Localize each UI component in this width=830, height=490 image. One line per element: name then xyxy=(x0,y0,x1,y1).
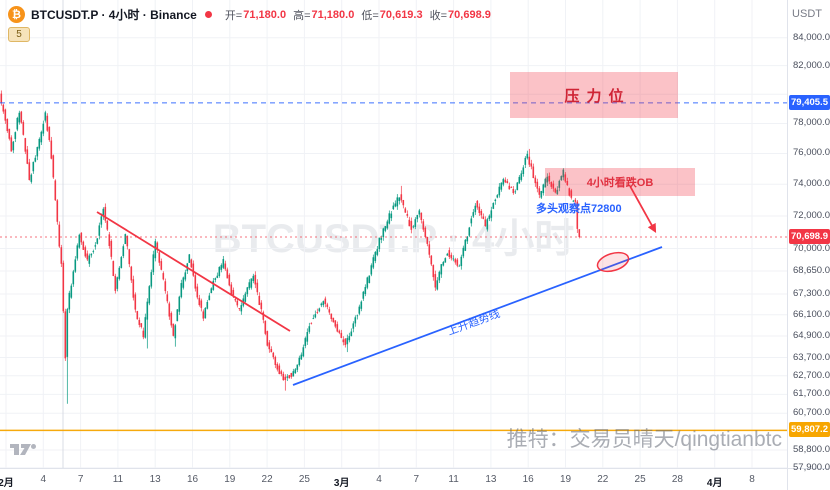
price-tick-label: 66,100.0 xyxy=(793,308,830,320)
ohlc-field-label: 低= xyxy=(361,9,379,22)
currency-button[interactable]: USDT xyxy=(792,8,822,20)
time-tick-label: 25 xyxy=(634,474,646,485)
price-tick-label: 58,800.0 xyxy=(793,444,830,456)
price-tick-label: 62,700.0 xyxy=(793,369,830,381)
time-tick-label: 19 xyxy=(559,474,572,485)
ohlc-field-value: 70,698.9 xyxy=(448,8,491,21)
price-tick-label: 72,000.0 xyxy=(793,209,830,221)
resistance-zone-label: 压力位 xyxy=(564,87,631,105)
time-tick-label: 28 xyxy=(671,474,683,485)
time-tick-label: 7 xyxy=(77,474,84,485)
time-tick-label: 7 xyxy=(413,474,420,485)
support-price-badge[interactable]: 59,807.2 xyxy=(789,422,830,438)
bull-watch-label: 多头观察点72800 xyxy=(536,203,622,215)
time-tick-label: 16 xyxy=(186,474,199,485)
price-tick-label: 82,000.0 xyxy=(793,59,830,71)
candlestick-series xyxy=(0,90,581,404)
chart-pane[interactable] xyxy=(0,0,787,468)
time-tick-label: 22 xyxy=(597,474,609,485)
credit-watermark: 推特：交易员晴天/qingtianbtc xyxy=(506,428,782,451)
time-tick-label: 2月 xyxy=(0,478,14,489)
descending-trendline[interactable] xyxy=(96,211,291,332)
time-axis[interactable]: 2月 4 7 11 13 16 19 22 25 3月 4 7 11 13 16 19 22 25 28 4月 8 xyxy=(0,468,830,490)
price-tick-label: 70,000.0 xyxy=(793,242,830,254)
ohlc-field-label: 收= xyxy=(429,9,448,22)
ohlc-field-value: 71,180.0 xyxy=(243,8,287,21)
time-tick-label: 4 xyxy=(376,474,382,485)
tradingview-logo[interactable] xyxy=(8,441,38,458)
price-tick-label: 84,000.0 xyxy=(793,31,830,43)
price-tick-label: 60,700.0 xyxy=(793,407,830,419)
ohlc-field-value: 71,180.0 xyxy=(311,8,355,21)
time-tick-label: 3月 xyxy=(333,478,350,489)
bearish-ob-box[interactable]: 4小时看跌OB xyxy=(545,168,695,196)
price-tick-label: 64,900.0 xyxy=(793,329,830,341)
down-arrow[interactable] xyxy=(629,185,657,233)
alert-price-badge[interactable]: 79,405.5 xyxy=(789,94,830,110)
market-status-dot xyxy=(204,11,212,18)
ohlc-field-value: 70,619.3 xyxy=(379,8,423,21)
bitcoin-icon: ₿ xyxy=(8,6,25,23)
symbol-title[interactable]: BTCUSDT.P · 4小时 · Binance xyxy=(31,8,197,22)
ohlc-field-label: 开= xyxy=(224,9,243,22)
price-axis[interactable]: 84,000.0 82,000.0 78,000.0 76,000.0 74,000.0… xyxy=(787,0,830,490)
time-tick-label: 13 xyxy=(149,474,161,485)
price-tick-label: 67,300.0 xyxy=(793,287,830,299)
price-tick-label: 61,700.0 xyxy=(793,388,830,400)
resistance-zone-box[interactable]: 压力位 xyxy=(510,72,678,118)
ohlc-field-label: 高= xyxy=(293,9,311,22)
time-tick-label: 11 xyxy=(112,474,124,485)
time-tick-label: 19 xyxy=(224,474,236,485)
price-tick-label: 78,000.0 xyxy=(793,117,830,129)
last-price-badge: 70,698.9 xyxy=(789,229,830,245)
grid xyxy=(0,0,787,468)
time-tick-label: 4 xyxy=(40,474,47,485)
price-tick-label: 57,900.0 xyxy=(793,461,830,473)
time-tick-label: 11 xyxy=(448,474,459,485)
time-tick-label: 22 xyxy=(261,474,273,485)
price-tick-label: 76,000.0 xyxy=(793,147,830,159)
time-tick-label: 8 xyxy=(749,474,755,485)
time-tick-label: 13 xyxy=(485,474,497,485)
chart-legend: ₿ BTCUSDT.P · 4小时 · Binance 开= 71,180.0 高=… xyxy=(8,6,491,23)
price-tick-label: 74,000.0 xyxy=(793,178,830,190)
ohlc-values: 开= 71,180.0 高= 71,180.0 低= 70,619.3 收= 70,698.9 xyxy=(218,7,491,23)
price-tick-label: 63,700.0 xyxy=(793,351,830,363)
bearish-ob-label: 4小时看跌OB xyxy=(586,177,654,189)
time-tick-label: 25 xyxy=(298,474,310,485)
symbol-watermark: BTCUSDT.P · 4小时 xyxy=(212,217,575,261)
time-tick-label: 4月 xyxy=(706,478,723,489)
price-tick-label: 68,650.0 xyxy=(793,265,830,277)
highlight-ellipse[interactable] xyxy=(595,249,631,275)
count-badge[interactable]: 5 xyxy=(8,27,30,42)
time-tick-label: 16 xyxy=(522,474,534,485)
